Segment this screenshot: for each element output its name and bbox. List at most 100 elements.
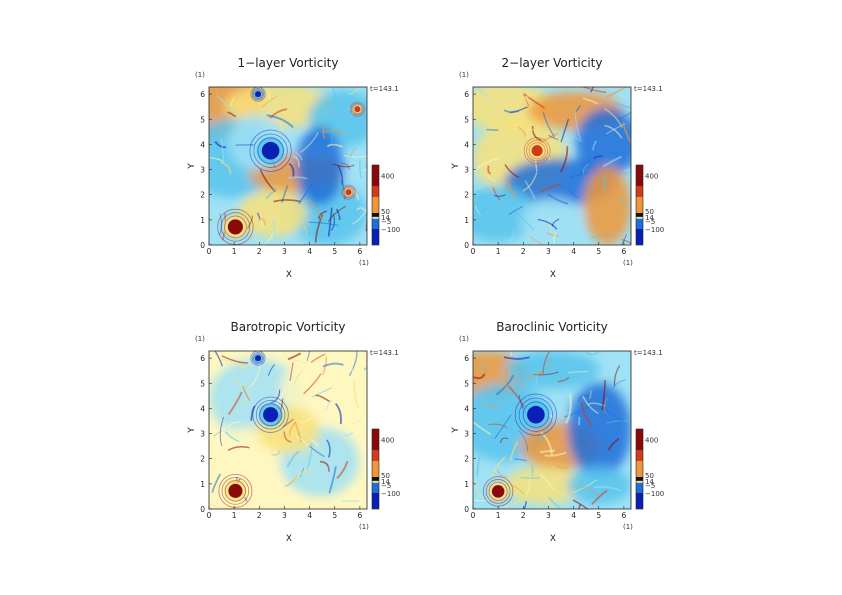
filament bbox=[248, 363, 262, 389]
filament bbox=[229, 96, 235, 107]
filament bbox=[283, 431, 292, 443]
colorbar-segment bbox=[636, 165, 643, 187]
vortex-ring bbox=[251, 351, 265, 365]
filament bbox=[514, 351, 518, 358]
colorbar-frame bbox=[371, 164, 380, 246]
filament bbox=[289, 362, 294, 382]
panel-title: Baroclinic Vorticity bbox=[496, 320, 608, 334]
filament bbox=[557, 376, 570, 383]
filament bbox=[575, 87, 578, 88]
vortex-ring bbox=[341, 184, 357, 200]
y-tick-label: 0 bbox=[464, 505, 469, 514]
filament bbox=[227, 391, 243, 415]
filament bbox=[323, 434, 338, 457]
filament bbox=[518, 430, 529, 452]
filament bbox=[530, 464, 534, 477]
colorbar-label: −5 bbox=[645, 218, 655, 226]
filament bbox=[474, 480, 484, 499]
colorbar-frame bbox=[635, 428, 644, 510]
filament bbox=[327, 207, 333, 237]
filament bbox=[311, 387, 332, 398]
filament bbox=[293, 370, 303, 385]
x-tick-label: 6 bbox=[621, 511, 626, 520]
vortex-ring bbox=[257, 137, 284, 164]
plot-frame bbox=[208, 86, 368, 246]
filament bbox=[252, 127, 276, 134]
vortex-ring bbox=[224, 215, 247, 239]
filament bbox=[568, 190, 579, 199]
y-unit-label: (1) bbox=[195, 335, 205, 343]
colorbar-label: −100 bbox=[381, 490, 400, 498]
vorticity-field bbox=[473, 87, 631, 245]
filament bbox=[580, 484, 600, 497]
filament bbox=[303, 373, 322, 395]
colorbar-label: 400 bbox=[381, 437, 394, 445]
filament bbox=[349, 148, 356, 158]
filament bbox=[356, 207, 366, 212]
filament bbox=[509, 441, 519, 461]
filament bbox=[267, 87, 271, 101]
vortex-ring bbox=[343, 187, 354, 197]
filament bbox=[593, 155, 603, 159]
field-region bbox=[520, 197, 584, 245]
colorbar-segment bbox=[636, 450, 643, 461]
filament bbox=[621, 234, 627, 245]
filament bbox=[618, 196, 627, 208]
filament bbox=[530, 236, 544, 245]
x-tick-label: 4 bbox=[307, 247, 312, 256]
filament bbox=[292, 466, 312, 481]
colorbar-label: 400 bbox=[381, 173, 394, 181]
filament bbox=[560, 118, 570, 143]
vortex-ring bbox=[249, 129, 292, 172]
filament bbox=[308, 445, 325, 458]
filament bbox=[520, 476, 540, 479]
filament bbox=[601, 380, 606, 411]
filament bbox=[503, 492, 530, 509]
y-tick-label: 0 bbox=[200, 505, 205, 514]
filament bbox=[345, 351, 348, 354]
filament bbox=[300, 417, 312, 424]
filament bbox=[513, 210, 535, 231]
filament bbox=[546, 232, 560, 238]
filament bbox=[542, 351, 551, 374]
filament bbox=[621, 238, 631, 245]
filament bbox=[593, 486, 622, 492]
filament bbox=[326, 439, 331, 458]
filament bbox=[259, 218, 264, 228]
x-tick-label: 1 bbox=[232, 511, 237, 520]
filament bbox=[318, 210, 328, 220]
anticyclonic-vortex bbox=[491, 485, 505, 498]
y-tick-label: 6 bbox=[200, 90, 205, 99]
filament bbox=[524, 180, 536, 200]
filament bbox=[489, 456, 506, 479]
filament bbox=[310, 353, 326, 363]
filament bbox=[564, 405, 591, 418]
y-tick-label: 2 bbox=[200, 455, 205, 464]
filament bbox=[281, 185, 289, 203]
panel-title: 2−layer Vorticity bbox=[502, 56, 603, 70]
filament bbox=[250, 405, 256, 421]
y-tick-label: 3 bbox=[464, 430, 469, 439]
y-tick-label: 2 bbox=[200, 191, 205, 200]
filament bbox=[249, 357, 274, 368]
filament bbox=[473, 118, 474, 121]
time-label: t=143.1 bbox=[634, 85, 663, 93]
x-axis-label: X bbox=[286, 534, 292, 544]
filament bbox=[272, 219, 276, 243]
y-tick-label: 1 bbox=[464, 216, 469, 225]
colorbar-segment bbox=[372, 186, 379, 197]
filament bbox=[590, 87, 594, 93]
colorbar-label: 50 bbox=[381, 472, 390, 480]
colorbar-segment bbox=[636, 482, 643, 493]
filament bbox=[535, 372, 538, 385]
filament bbox=[582, 163, 590, 174]
filament bbox=[343, 155, 367, 158]
filament bbox=[548, 218, 554, 236]
x-unit-label: (1) bbox=[359, 259, 369, 267]
filament bbox=[363, 366, 367, 371]
x-unit-label: (1) bbox=[623, 523, 633, 531]
vortex-ring bbox=[351, 103, 364, 116]
filament bbox=[572, 479, 597, 494]
filament bbox=[214, 351, 223, 367]
field-region bbox=[583, 166, 631, 245]
